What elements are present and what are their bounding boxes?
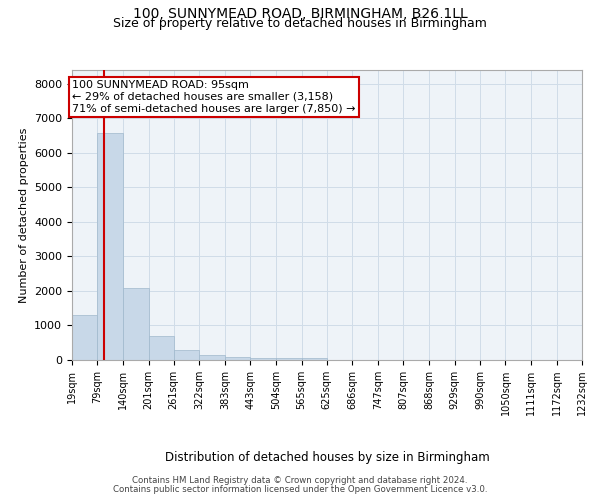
Text: Size of property relative to detached houses in Birmingham: Size of property relative to detached ho… (113, 18, 487, 30)
Bar (225, 356, 250, 360)
Bar (149, 336, 174, 360)
Y-axis label: Number of detached properties: Number of detached properties (19, 128, 29, 302)
Bar (123, 288, 149, 360)
Text: 100, SUNNYMEAD ROAD, BIRMINGHAM, B26 1LL: 100, SUNNYMEAD ROAD, BIRMINGHAM, B26 1LL (133, 8, 467, 22)
Text: 100 SUNNYMEAD ROAD: 95sqm
← 29% of detached houses are smaller (3,158)
71% of se: 100 SUNNYMEAD ROAD: 95sqm ← 29% of detac… (72, 80, 355, 114)
Bar (302, 358, 327, 360)
Bar (72, 315, 97, 360)
Bar (97, 133, 123, 360)
Text: Contains public sector information licensed under the Open Government Licence v3: Contains public sector information licen… (113, 485, 487, 494)
Text: Contains HM Land Registry data © Crown copyright and database right 2024.: Contains HM Land Registry data © Crown c… (132, 476, 468, 485)
Text: Distribution of detached houses by size in Birmingham: Distribution of detached houses by size … (164, 451, 490, 464)
Bar (199, 355, 225, 360)
Bar (276, 358, 302, 360)
Bar (250, 358, 276, 360)
Bar (174, 350, 199, 360)
